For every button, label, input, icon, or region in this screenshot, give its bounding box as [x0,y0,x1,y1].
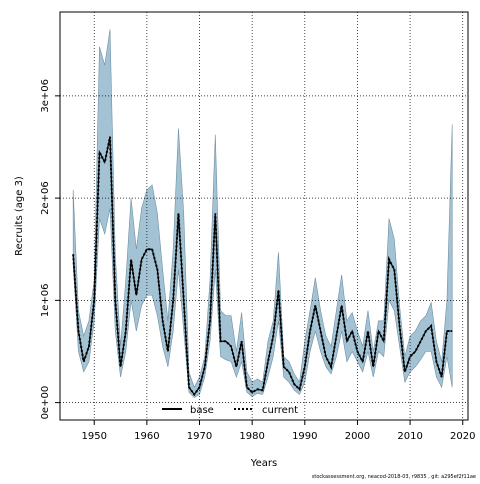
x-tick-label: 2020 [450,431,475,442]
legend-label-base: base [190,405,214,416]
x-tick-label: 1970 [187,431,212,442]
x-tick-label: 2010 [397,431,422,442]
y-tick-label: 1e+06 [40,284,51,318]
y-axis: 0e+00 1e+06 2e+06 3e+06 [40,79,60,419]
x-tick-label: 1960 [134,431,159,442]
series-line-current [72,136,453,397]
confidence-band-area [72,29,453,398]
x-axis-title: Years [250,458,277,469]
confidence-band [72,29,453,398]
plot-frame [59,11,469,421]
legend: base current [162,405,298,416]
x-axis: 1950 1960 1970 1980 1990 2000 2010 2020 [81,420,475,442]
grid [60,12,468,420]
x-tick-label: 1980 [239,431,264,442]
y-axis-title: Recruits (age 3) [14,176,25,256]
y-tick-label: 3e+06 [40,79,51,113]
x-tick-label: 1990 [292,431,317,442]
y-tick-label: 0e+00 [40,386,51,420]
x-tick-label: 1950 [81,431,106,442]
y-tick-label: 2e+06 [40,181,51,215]
x-tick-label: 2000 [345,431,370,442]
legend-label-current: current [262,405,298,416]
footer-text: stockassessment.org, neacod-2018-03, r98… [312,474,476,480]
series-lines [72,136,453,397]
